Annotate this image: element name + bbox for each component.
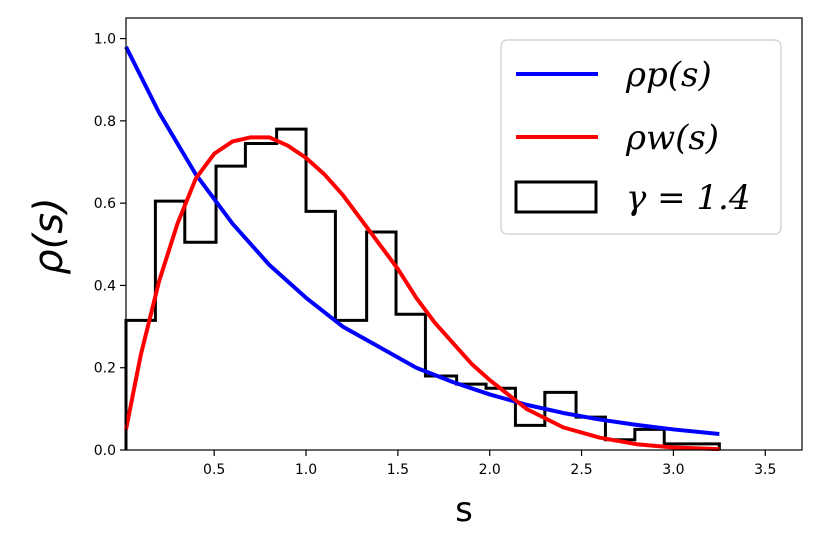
x-axis-label: s bbox=[455, 490, 473, 530]
series-line-2 bbox=[124, 135, 720, 452]
histogram-bar bbox=[425, 376, 456, 450]
legend-label: ρw(s) bbox=[625, 118, 719, 158]
histogram-bar bbox=[155, 201, 184, 450]
legend: ρp(s) ρw(s) γ = 1.4 bbox=[500, 39, 782, 235]
series-line-1 bbox=[124, 45, 720, 436]
legend-label: ρp(s) bbox=[625, 55, 712, 95]
histogram-bar bbox=[245, 143, 276, 450]
histogram-bar bbox=[185, 242, 216, 450]
y-tick-label: 0.0 bbox=[94, 443, 116, 459]
y-tick-label: 1.0 bbox=[94, 32, 116, 48]
x-tick-label: 2.0 bbox=[479, 462, 501, 478]
histogram-bar bbox=[126, 320, 155, 450]
legend-label: γ = 1.4 bbox=[626, 178, 751, 218]
x-tick-label: 3.0 bbox=[662, 462, 684, 478]
histogram-bar bbox=[306, 211, 335, 450]
histogram-bar bbox=[335, 320, 366, 450]
plot-frame bbox=[125, 17, 803, 451]
histogram-bar bbox=[457, 384, 486, 450]
lines-layer bbox=[124, 45, 720, 452]
y-axis-ticks: 0.0 0.2 0.4 0.6 0.8 1.0 bbox=[94, 32, 126, 459]
y-tick-label: 0.4 bbox=[94, 278, 116, 294]
x-tick-label: 0.5 bbox=[203, 462, 225, 478]
y-tick-label: 0.8 bbox=[94, 114, 116, 130]
x-axis-ticks: 0.5 1.0 1.5 2.0 2.5 3.0 3.5 bbox=[203, 450, 776, 478]
legend-swatch bbox=[514, 180, 598, 214]
y-axis-label: ρ(s) bbox=[26, 197, 72, 274]
x-tick-label: 1.0 bbox=[295, 462, 317, 478]
x-tick-label: 3.5 bbox=[754, 462, 776, 478]
histogram-bar bbox=[515, 425, 544, 450]
histogram-bar bbox=[277, 129, 306, 450]
y-tick-label: 0.6 bbox=[94, 196, 116, 212]
x-tick-label: 2.5 bbox=[570, 462, 592, 478]
legend-box bbox=[500, 39, 782, 235]
x-tick-label: 1.5 bbox=[387, 462, 409, 478]
histogram-bar bbox=[396, 314, 425, 450]
y-tick-label: 0.2 bbox=[94, 361, 116, 377]
